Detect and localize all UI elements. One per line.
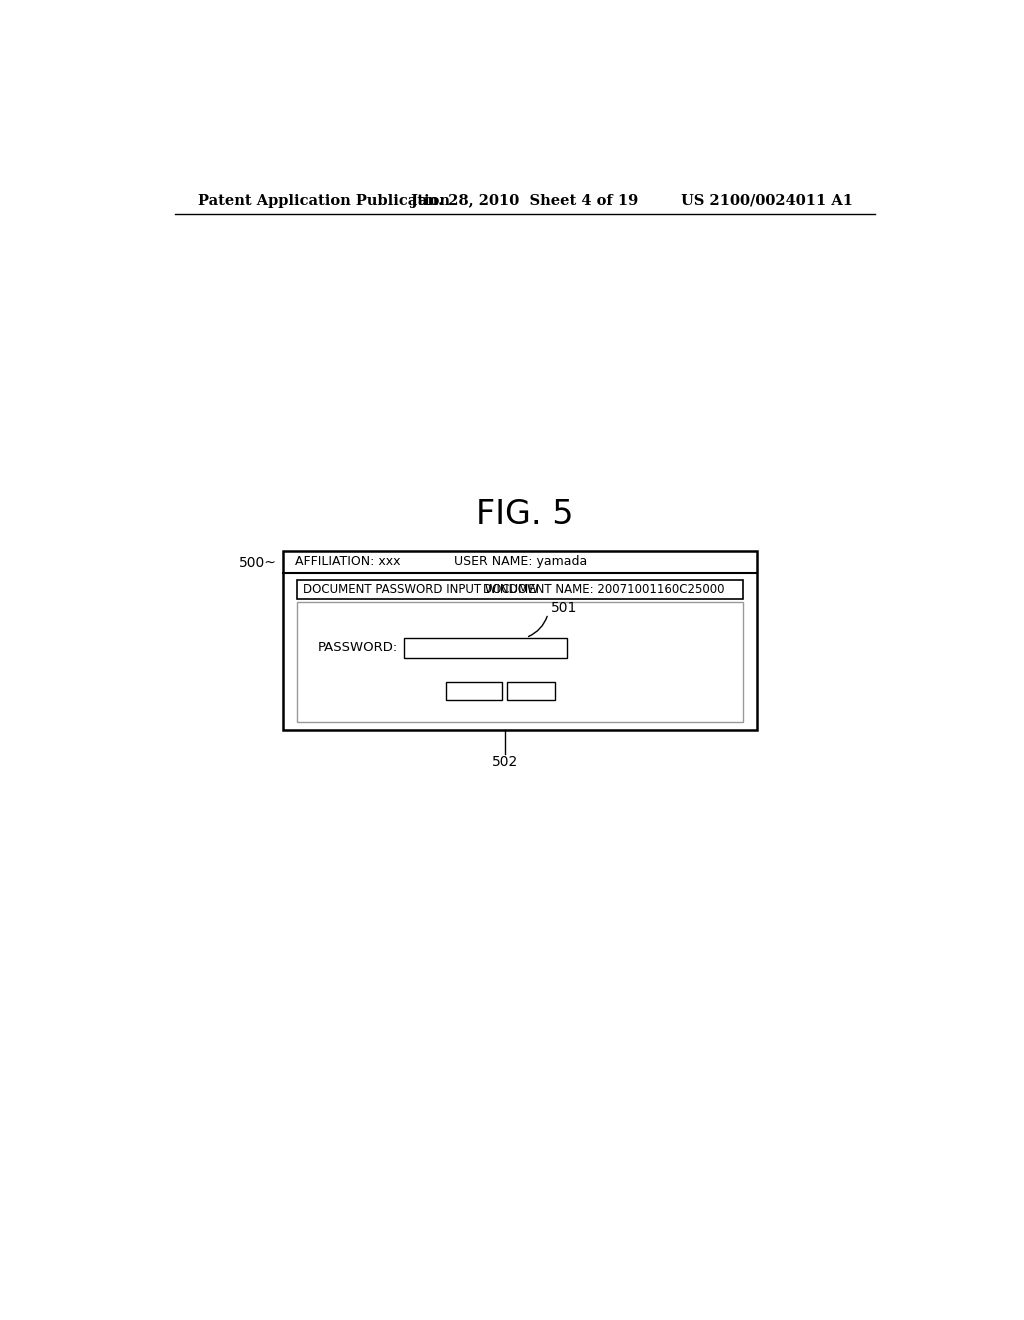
Text: 501: 501	[551, 601, 578, 615]
Text: US 2100/0024011 A1: US 2100/0024011 A1	[681, 194, 853, 207]
Text: CANCEL: CANCEL	[508, 684, 555, 697]
Text: USER NAME: yamada: USER NAME: yamada	[454, 556, 587, 569]
Text: 500~: 500~	[239, 556, 276, 570]
Text: * * * * * * * *: * * * * * * * *	[412, 642, 496, 655]
Text: AFFILIATION: xxx: AFFILIATION: xxx	[295, 556, 401, 569]
Bar	[507, 681, 555, 700]
Text: DOCUMENT NAME: 20071001160C25000: DOCUMENT NAME: 20071001160C25000	[483, 583, 724, 597]
Text: PASSWORD:: PASSWORD:	[317, 642, 397, 655]
Text: Jan. 28, 2010  Sheet 4 of 19: Jan. 28, 2010 Sheet 4 of 19	[412, 194, 638, 207]
Text: Patent Application Publication: Patent Application Publication	[198, 194, 450, 207]
Bar	[403, 638, 566, 657]
Bar	[297, 602, 743, 722]
Text: DOCUMENT PASSWORD INPUT WINDOW: DOCUMENT PASSWORD INPUT WINDOW	[303, 583, 539, 597]
Bar	[297, 581, 743, 599]
Text: EXECUTE: EXECUTE	[447, 684, 502, 697]
Bar	[283, 552, 758, 730]
Text: FIG. 5: FIG. 5	[476, 498, 573, 531]
Text: 502: 502	[492, 755, 518, 770]
Bar	[446, 681, 503, 700]
